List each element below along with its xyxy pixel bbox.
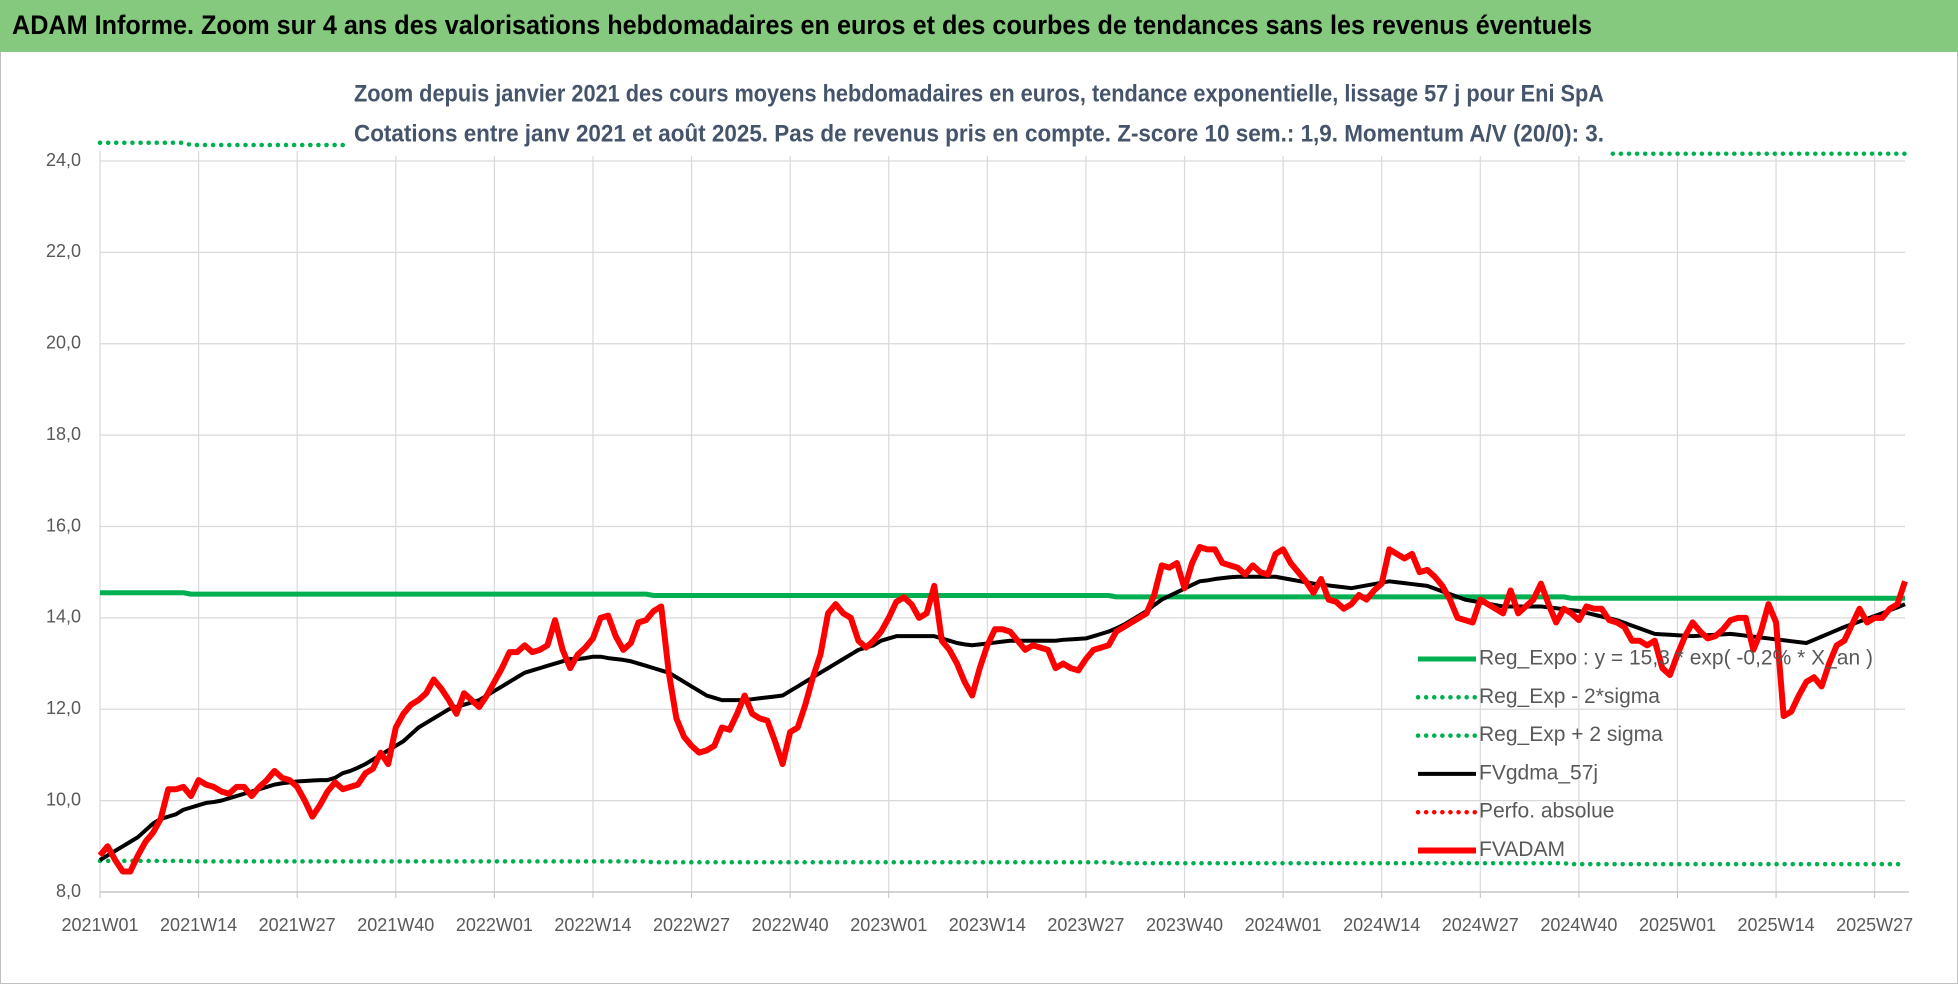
legend: Reg_Expo : y = 15,3 * exp( -0,2% * X_an … [1415, 647, 1873, 861]
x-tick-label: 2021W01 [61, 915, 138, 935]
x-tick-label: 2025W01 [1639, 915, 1716, 935]
title-bar [0, 0, 1958, 52]
y-tick-label: 20,0 [46, 333, 81, 353]
x-tick-label: 2024W01 [1245, 915, 1322, 935]
y-tick-label: 10,0 [46, 789, 81, 809]
y-tick-label: 14,0 [46, 607, 81, 627]
legend-label: FVgdma_57j [1479, 761, 1598, 784]
x-tick-label: 2022W01 [456, 915, 533, 935]
y-tick-label: 8,0 [56, 881, 81, 901]
x-tick-label: 2023W40 [1146, 915, 1223, 935]
x-tick-label: 2022W14 [554, 915, 631, 935]
legend-label: FVADAM [1479, 838, 1565, 861]
x-tick-label: 2021W40 [357, 915, 434, 935]
x-tick-label: 2025W14 [1738, 915, 1815, 935]
x-tick-label: 2024W27 [1442, 915, 1519, 935]
x-tick-label: 2022W27 [653, 915, 730, 935]
subtitle: Cotations entre janv 2021 et août 2025. … [354, 120, 1604, 147]
x-tick-label: 2023W01 [850, 915, 927, 935]
legend-label: Reg_Exp - 2*sigma [1479, 685, 1660, 708]
x-tick-label: 2023W27 [1047, 915, 1124, 935]
x-tick-label: 2021W27 [259, 915, 336, 935]
y-tick-label: 16,0 [46, 515, 81, 535]
x-tick-label: 2023W14 [949, 915, 1026, 935]
legend-label: Perfo. absolue [1479, 800, 1614, 823]
grid: 8,0 10,0 12,0 14,0 16,0 18,0 20,0 22,0 24,0 2021W… [46, 150, 1913, 935]
y-tick-label: 18,0 [46, 424, 81, 444]
legend-label: Reg_Exp + 2 sigma [1479, 723, 1663, 746]
x-tick-label: 2024W14 [1343, 915, 1420, 935]
legend-label: Reg_Expo : y = 15,3 * exp( -0,2% * X_an … [1479, 647, 1873, 670]
y-tick-label: 22,0 [46, 241, 81, 261]
series-line [97, 858, 1908, 867]
series-line [97, 544, 1908, 875]
x-tick-label: 2024W40 [1540, 915, 1617, 935]
x-tick-label: 2025W27 [1836, 915, 1913, 935]
y-tick-label: 12,0 [46, 698, 81, 718]
x-tick-label: 2022W40 [752, 915, 829, 935]
subtitle: Zoom depuis janvier 2021 des cours moyen… [354, 80, 1604, 107]
subtitle-background [345, 76, 1607, 156]
series-line [100, 590, 1905, 601]
y-tick-label: 24,0 [46, 150, 81, 170]
chart-title: ADAM Informe. Zoom sur 4 ans des valoris… [12, 10, 1592, 40]
x-tick-label: 2021W14 [160, 915, 237, 935]
